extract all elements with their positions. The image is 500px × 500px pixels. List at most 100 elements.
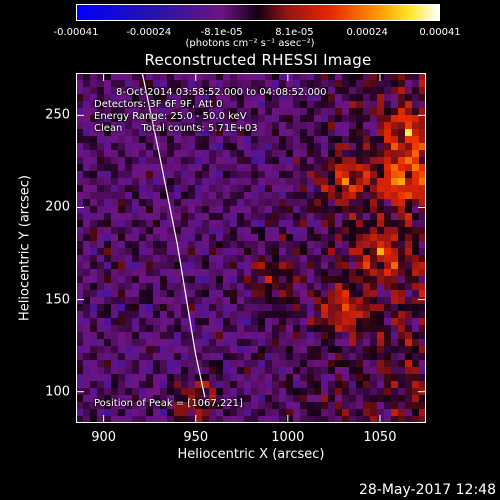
heatmap-cell [398, 311, 406, 319]
heatmap-cell [293, 234, 301, 242]
heatmap-cell [419, 241, 426, 249]
heatmap-cell [202, 227, 210, 235]
heatmap-cell [111, 395, 119, 403]
heatmap-cell [328, 122, 336, 130]
heatmap-cell [300, 318, 308, 326]
heatmap-cell [209, 192, 217, 200]
heatmap-cell [160, 276, 168, 284]
heatmap-cell [391, 213, 399, 221]
heatmap-cell [307, 206, 315, 214]
heatmap-cell [181, 220, 189, 228]
heatmap-cell [335, 94, 343, 102]
heatmap-cell [419, 143, 426, 151]
heatmap-cell [258, 178, 266, 186]
heatmap-cell [342, 388, 350, 396]
heatmap-cell [286, 339, 294, 347]
heatmap-cell [174, 339, 182, 347]
heatmap-cell [132, 122, 140, 130]
heatmap-cell [258, 185, 266, 193]
heatmap-cell [209, 255, 217, 263]
heatmap-cell [293, 381, 301, 389]
heatmap-cell [153, 248, 161, 256]
heatmap-cell [377, 360, 385, 368]
heatmap-cell [146, 185, 154, 193]
heatmap-cell [335, 325, 343, 333]
heatmap-cell [223, 150, 231, 158]
heatmap-cell [230, 213, 238, 221]
heatmap-cell [160, 311, 168, 319]
heatmap-cell [293, 94, 301, 102]
heatmap-cell [83, 73, 91, 81]
heatmap-cell [384, 80, 392, 88]
heatmap-cell [118, 136, 126, 144]
heatmap-cell [328, 409, 336, 417]
heatmap-cell [342, 318, 350, 326]
heatmap-cell [398, 178, 406, 186]
heatmap-cell [321, 297, 329, 305]
heatmap-cell [279, 101, 287, 109]
heatmap-cell [125, 311, 133, 319]
heatmap-cell [223, 290, 231, 298]
heatmap-cell [265, 157, 273, 165]
heatmap-cell [314, 381, 322, 389]
heatmap-cell [391, 87, 399, 95]
heatmap-cell [363, 276, 371, 284]
heatmap-cell [314, 318, 322, 326]
heatmap-cell [251, 136, 259, 144]
heatmap-cell [272, 367, 280, 375]
heatmap-cell [405, 241, 413, 249]
heatmap-cell [370, 402, 378, 410]
heatmap-cell [370, 304, 378, 312]
heatmap-cell [342, 157, 350, 165]
heatmap-cell [209, 213, 217, 221]
heatmap-cell [398, 416, 406, 423]
heatmap-cell [377, 325, 385, 333]
heatmap-cell [377, 402, 385, 410]
heatmap-cell [230, 283, 238, 291]
heatmap-cell [83, 129, 91, 137]
heatmap-cell [209, 171, 217, 179]
heatmap-cell [356, 360, 364, 368]
heatmap-cell [293, 164, 301, 172]
heatmap-cell [258, 325, 266, 333]
heatmap-cell [230, 178, 238, 186]
heatmap-cell [160, 213, 168, 221]
heatmap-cell [356, 199, 364, 207]
heatmap-cell [419, 80, 426, 88]
heatmap-cell [174, 227, 182, 235]
heatmap-cell [419, 213, 426, 221]
heatmap-cell [230, 157, 238, 165]
heatmap-cell [167, 374, 175, 382]
heatmap-cell [146, 157, 154, 165]
heatmap-cell [118, 409, 126, 417]
heatmap-cell [139, 283, 147, 291]
heatmap-cell [419, 402, 426, 410]
heatmap-cell [237, 220, 245, 228]
heatmap-cell [307, 192, 315, 200]
heatmap-cell [370, 164, 378, 172]
heatmap-cell [97, 199, 105, 207]
heatmap-cell [370, 395, 378, 403]
heatmap-cell [356, 346, 364, 354]
heatmap-cell [321, 87, 329, 95]
heatmap-cell [419, 122, 426, 130]
heatmap-cell [104, 115, 112, 123]
heatmap-cell [195, 416, 203, 423]
heatmap-cell [300, 269, 308, 277]
heatmap-cell [349, 332, 357, 340]
heatmap-cell [279, 192, 287, 200]
heatmap-cell [377, 346, 385, 354]
heatmap-cell [202, 290, 210, 298]
heatmap-cell [391, 199, 399, 207]
heatmap-cell [104, 304, 112, 312]
heatmap-cell [279, 164, 287, 172]
heatmap-cell [342, 416, 350, 423]
heatmap-cell [111, 388, 119, 396]
heatmap-cell [118, 283, 126, 291]
heatmap-cell [111, 164, 119, 172]
heatmap-cell [384, 136, 392, 144]
heatmap-cell [76, 360, 84, 368]
heatmap-cell [377, 143, 385, 151]
heatmap-cell [223, 220, 231, 228]
heatmap-cell [342, 199, 350, 207]
